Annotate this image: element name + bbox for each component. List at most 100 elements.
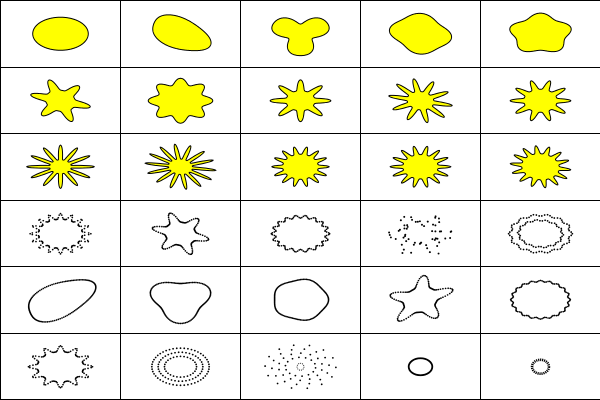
- outline-dot: [525, 283, 528, 285]
- outline-dot: [159, 358, 162, 361]
- outline-dot: [291, 317, 294, 319]
- outline-dot: [535, 251, 538, 253]
- outline-dot: [191, 353, 194, 356]
- outline-dot: [403, 223, 406, 226]
- star-8-point-shape: [269, 78, 332, 122]
- outline-dot: [437, 314, 440, 317]
- outline-dot: [36, 368, 39, 370]
- outline-dot: [51, 248, 54, 250]
- outline-dot: [290, 348, 293, 351]
- outline-dot: [518, 229, 520, 232]
- outline-dot: [208, 367, 210, 370]
- star-6-point-shape: [30, 78, 91, 122]
- outline-dot: [557, 226, 560, 228]
- outline-dot: [191, 318, 194, 320]
- outline-dot: [559, 247, 562, 250]
- outline-dot: [195, 367, 198, 370]
- outline-dot: [154, 374, 157, 377]
- outline-dot: [209, 290, 212, 293]
- outline-dot: [67, 313, 70, 316]
- outline-dot: [199, 378, 202, 381]
- outline-dot: [77, 241, 80, 244]
- outline-dot: [532, 280, 534, 283]
- outline-dot: [196, 222, 199, 224]
- outline-dot: [154, 284, 157, 286]
- outline-dot: [302, 249, 305, 252]
- outline-dot: [177, 282, 179, 285]
- outline-dot: [201, 233, 204, 236]
- outline-dot: [70, 311, 73, 314]
- outline-dot: [525, 314, 528, 317]
- outline-dot: [83, 237, 86, 240]
- outline-dot: [186, 321, 188, 324]
- outline-dot: [307, 373, 310, 376]
- outline-dot: [186, 355, 189, 358]
- outline-dot: [519, 226, 521, 229]
- outline-dot: [86, 225, 89, 228]
- outline-dot: [285, 282, 287, 284]
- outline-dot: [77, 307, 80, 309]
- outline-dot: [302, 215, 305, 217]
- outline-dot: [426, 246, 429, 249]
- outline-dot: [204, 356, 207, 358]
- outline-dot: [511, 227, 514, 230]
- solid-small-ring-shape: [407, 356, 434, 376]
- outline-dot: [545, 245, 548, 248]
- outline-dot: [38, 355, 40, 357]
- outline-dot: [298, 216, 300, 218]
- outline-dot: [183, 346, 186, 349]
- outline-dot: [184, 321, 187, 324]
- outline-dot: [555, 223, 558, 226]
- outline-dot: [47, 213, 50, 216]
- grid-cell: [241, 134, 361, 201]
- outline-dot: [273, 234, 276, 236]
- outline-dot: [45, 220, 48, 223]
- outline-dot: [540, 250, 543, 252]
- star-10-point-shape: [388, 77, 453, 123]
- outline-dot: [71, 250, 74, 253]
- outline-dot: [524, 221, 527, 224]
- outline-dot: [163, 365, 166, 368]
- outline-dot: [89, 297, 91, 299]
- outline-dot: [280, 220, 283, 223]
- outline-dot: [154, 356, 157, 358]
- outline-dot: [167, 216, 170, 218]
- outline-dot: [437, 216, 440, 219]
- outline-dot: [190, 319, 193, 321]
- outline-dot: [425, 313, 428, 316]
- grid-cell: [361, 267, 481, 334]
- outline-dot: [549, 244, 552, 246]
- outline-dot: [298, 248, 300, 251]
- outline-dot: [444, 295, 447, 298]
- outline-dot: [561, 220, 564, 223]
- outline-dot: [534, 245, 537, 248]
- outline-dot: [172, 347, 174, 350]
- outline-dot: [388, 230, 391, 233]
- outline-dot: [307, 247, 310, 250]
- grid-cell: [481, 134, 600, 201]
- outline-dot: [508, 230, 511, 233]
- outline-dot: [449, 230, 452, 233]
- outline-dot: [537, 245, 540, 247]
- outline-dot: [174, 215, 177, 217]
- outline-dot: [179, 383, 182, 386]
- outline-dot: [529, 281, 531, 283]
- outline-dot: [324, 225, 327, 227]
- outline-dot: [312, 216, 315, 219]
- outline-dot: [303, 347, 306, 350]
- outline-dot: [568, 235, 571, 238]
- outline-dot: [161, 244, 164, 247]
- outline-dot: [536, 317, 539, 319]
- outline-dot: [187, 281, 189, 284]
- grid-cell: [121, 333, 241, 400]
- grid-cell: [241, 67, 361, 134]
- outline-dot: [271, 366, 273, 369]
- outline-dot: [209, 291, 212, 294]
- outline-dot: [153, 228, 155, 231]
- outline-dot: [449, 287, 452, 290]
- outline-dot: [274, 225, 277, 227]
- outline-dot: [291, 217, 294, 219]
- outline-dot: [278, 362, 281, 364]
- grid-cell: [481, 68, 600, 134]
- outline-dot: [541, 279, 543, 282]
